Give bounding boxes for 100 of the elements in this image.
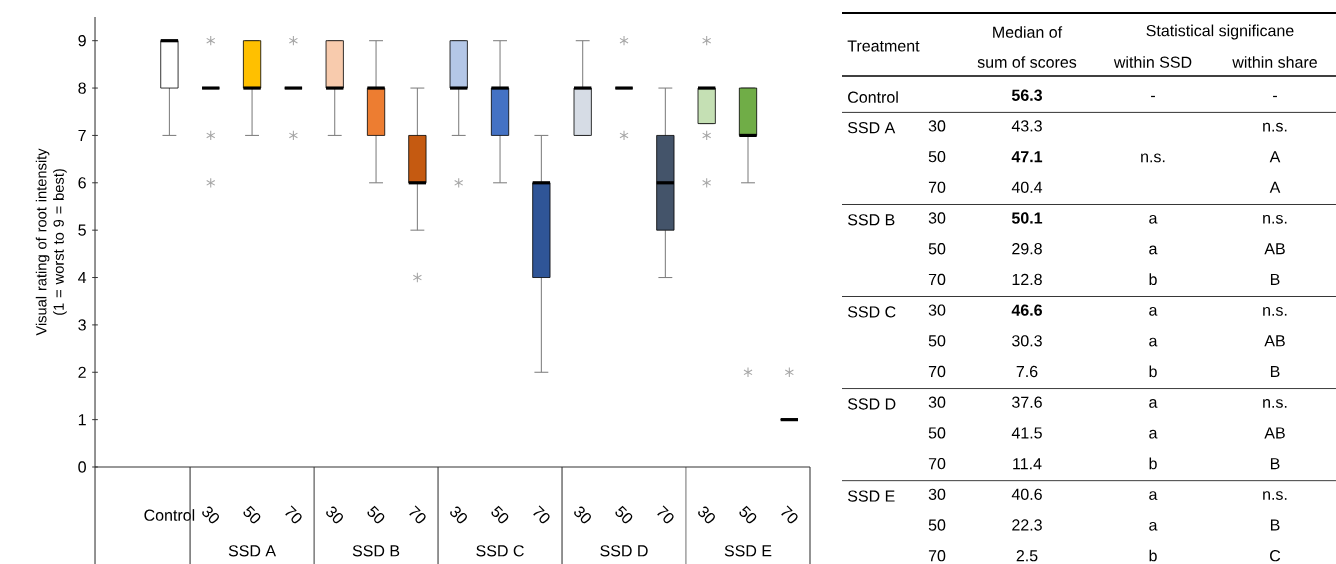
y-tick-label: 2 bbox=[78, 366, 86, 378]
text: 46.6 bbox=[1011, 304, 1042, 316]
y-axis-title: Visual rating of root intensity (1 = worst to 9 = best) bbox=[35, 148, 67, 336]
text: a bbox=[1149, 399, 1158, 408]
text: a bbox=[1149, 307, 1158, 316]
x-tick-label: 50 bbox=[739, 505, 757, 524]
text: - bbox=[1151, 95, 1155, 98]
text: 37.6 bbox=[1012, 396, 1042, 408]
text: a bbox=[1149, 521, 1158, 531]
y-tick-label: 0 bbox=[78, 461, 86, 473]
text: n.s. bbox=[1263, 399, 1287, 408]
text: 12.8 bbox=[1012, 273, 1042, 286]
y-tick-label: 7 bbox=[78, 129, 86, 141]
text: 7.6 bbox=[1016, 365, 1038, 378]
text: 50 bbox=[928, 150, 946, 163]
text: AB bbox=[1264, 427, 1285, 439]
text: b bbox=[1149, 365, 1157, 378]
category-label: SSD D bbox=[848, 398, 896, 410]
text: SSD B bbox=[352, 545, 400, 557]
text: 40.6 bbox=[1011, 488, 1042, 500]
text: n.s. bbox=[1141, 153, 1165, 163]
x-tick-label: 50 bbox=[615, 505, 633, 524]
text: 47.1 bbox=[1011, 151, 1043, 163]
x-tick-label: 70 bbox=[409, 505, 426, 524]
text: 50.1 bbox=[1011, 212, 1043, 224]
x-tick-label: 30 bbox=[574, 506, 591, 524]
x-tick-label: 30 bbox=[698, 506, 715, 524]
x-tick-label: 30 bbox=[202, 506, 219, 524]
text: SSD E bbox=[724, 545, 772, 557]
text: 11.4 bbox=[1013, 458, 1042, 470]
x-tick-label: 70 bbox=[285, 505, 302, 524]
text: n.s. bbox=[1263, 491, 1287, 500]
text: 50 bbox=[928, 243, 946, 255]
x-tick-label: 50 bbox=[491, 505, 509, 524]
text: a bbox=[1149, 491, 1158, 500]
text: 30.3 bbox=[1012, 335, 1042, 347]
category-label: SSD C bbox=[848, 306, 896, 318]
text: AB bbox=[1264, 335, 1285, 347]
text: a bbox=[1149, 214, 1158, 224]
text: 70 bbox=[928, 365, 946, 378]
text: 56.3 bbox=[1011, 89, 1042, 101]
category-label: Treatment bbox=[847, 40, 920, 52]
text: 70 bbox=[928, 457, 946, 470]
x-tick-label: Control bbox=[144, 509, 195, 521]
y-tick-label: 5 bbox=[78, 224, 86, 236]
y-tick-label: 3 bbox=[78, 319, 86, 331]
text: 30 bbox=[928, 396, 946, 408]
x-tick-label: 70 bbox=[657, 505, 674, 524]
text: n.s. bbox=[1263, 307, 1287, 316]
text: b bbox=[1149, 273, 1157, 286]
text: 30 bbox=[928, 120, 946, 132]
text: 40.4 bbox=[1011, 181, 1043, 193]
text: 29.8 bbox=[1012, 243, 1042, 255]
text: 70 bbox=[928, 181, 946, 193]
text: 50 bbox=[928, 427, 946, 439]
text: n.s. bbox=[1263, 214, 1287, 224]
text: b bbox=[1149, 457, 1157, 470]
category-label: SSD A bbox=[848, 122, 896, 134]
text: B bbox=[1270, 366, 1280, 378]
category-label: within SSD bbox=[1113, 56, 1192, 68]
text: 30 bbox=[928, 304, 946, 316]
text: B bbox=[1270, 519, 1280, 531]
text: - bbox=[1273, 95, 1277, 98]
x-tick-label: 70 bbox=[781, 505, 798, 524]
x-tick-label: 30 bbox=[450, 506, 467, 524]
y-tick-label: 9 bbox=[78, 35, 86, 47]
text: 50 bbox=[928, 335, 946, 347]
y-tick-label: 6 bbox=[78, 177, 86, 189]
text: a bbox=[1149, 429, 1158, 439]
text: 70 bbox=[928, 550, 946, 562]
text: 30 bbox=[928, 488, 946, 500]
text: B bbox=[1270, 273, 1280, 285]
x-tick-label: 50 bbox=[367, 505, 385, 524]
text: A bbox=[1269, 181, 1281, 193]
x-tick-label: 30 bbox=[326, 506, 343, 524]
y-tick-label: 4 bbox=[78, 272, 87, 284]
category-label: sum of scores bbox=[977, 56, 1077, 68]
text: B bbox=[1270, 458, 1280, 470]
text: SSD D bbox=[600, 545, 648, 557]
text: a bbox=[1149, 245, 1158, 255]
text: 70 bbox=[928, 273, 946, 286]
text: SSD C bbox=[476, 545, 524, 557]
category-label: Median of bbox=[993, 26, 1063, 38]
text: Statistical significane bbox=[1146, 24, 1294, 40]
category-label: SSD E bbox=[848, 490, 895, 502]
x-tick-label: 70 bbox=[533, 505, 550, 524]
text: b bbox=[1149, 549, 1157, 562]
category-label: SSD B bbox=[848, 214, 895, 226]
text: SSD A bbox=[228, 545, 277, 557]
text: AB bbox=[1264, 243, 1285, 255]
text: C bbox=[1270, 550, 1281, 562]
text: 2.5 bbox=[1016, 550, 1038, 562]
y-tick-label: 8 bbox=[78, 82, 86, 94]
text: a bbox=[1149, 337, 1158, 347]
text: 22.3 bbox=[1012, 519, 1042, 531]
text: 43.3 bbox=[1011, 120, 1042, 132]
y-tick-label: 1 bbox=[78, 414, 86, 426]
x-tick-label: 50 bbox=[243, 505, 261, 524]
category-label: within share bbox=[1232, 56, 1317, 68]
text: A bbox=[1269, 151, 1281, 163]
